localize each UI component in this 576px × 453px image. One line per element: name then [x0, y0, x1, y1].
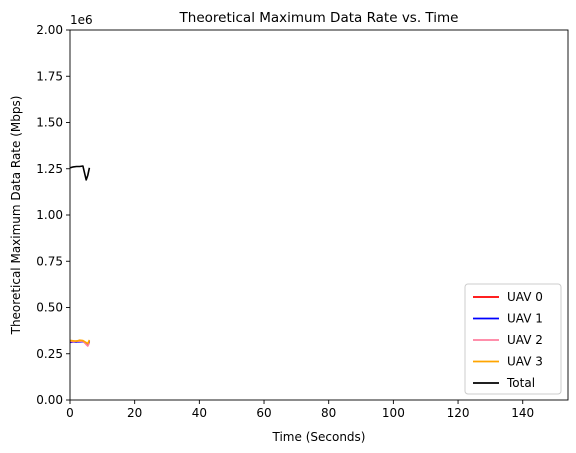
y-tick-label: 1.50 — [36, 116, 63, 130]
x-tick-label: 40 — [192, 406, 207, 420]
x-tick-label: 60 — [256, 406, 271, 420]
y-axis-label: Theoretical Maximum Data Rate (Mbps) — [9, 96, 23, 336]
y-tick-label: 0.75 — [36, 254, 63, 268]
x-axis: 0 20 40 60 80 100 120 140 — [66, 400, 534, 420]
y-tick-label: 0.50 — [36, 301, 63, 315]
x-axis-label: Time (Seconds) — [272, 430, 366, 444]
series-line-total — [70, 165, 91, 181]
y-tick-label: 1.00 — [36, 208, 63, 222]
x-tick-label: 140 — [511, 406, 534, 420]
legend-entry: UAV 0 — [507, 290, 543, 304]
legend-entry: UAV 1 — [507, 312, 543, 326]
y-tick-label: 0.25 — [36, 347, 63, 361]
x-tick-label: 20 — [127, 406, 142, 420]
series-line-uav-2 — [70, 339, 91, 347]
legend-entry: Total — [506, 376, 535, 390]
y-offset-label: 1e6 — [70, 13, 93, 27]
x-tick-label: 0 — [66, 406, 74, 420]
y-tick-label: 1.75 — [36, 69, 63, 83]
series-line-uav-3 — [70, 339, 91, 345]
x-tick-label: 120 — [447, 406, 470, 420]
legend-entry: UAV 2 — [507, 333, 543, 347]
x-tick-label: 100 — [382, 406, 405, 420]
legend-entry: UAV 3 — [507, 355, 543, 369]
legend-box — [464, 283, 562, 395]
y-tick-label: 0.00 — [36, 393, 63, 407]
y-axis: 0.00 0.25 0.50 0.75 1.00 1.25 1.50 1.75 2.00 — [36, 23, 70, 407]
chart-title: Theoretical Maximum Data Rate vs. Time — [179, 10, 459, 26]
y-tick-label: 2.00 — [36, 23, 63, 37]
y-tick-label: 1.25 — [36, 162, 63, 176]
x-tick-label: 80 — [321, 406, 336, 420]
legend: UAV 0 UAV 1 UAV 2 UAV 3 Total — [464, 283, 562, 395]
